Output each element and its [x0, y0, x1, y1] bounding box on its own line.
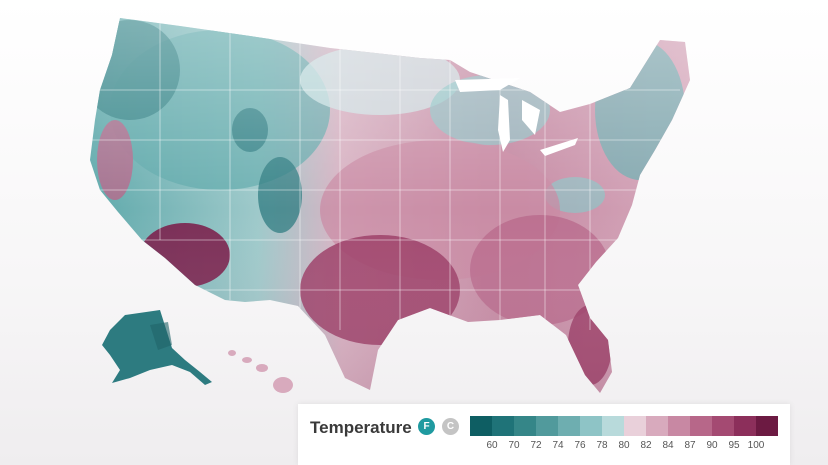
legend-swatch [646, 416, 668, 436]
legend-swatch [470, 416, 492, 436]
hawaii [228, 350, 293, 393]
legend-swatch [690, 416, 712, 436]
unit-fahrenheit-toggle[interactable]: F [418, 418, 435, 435]
legend-tick-label: 100 [747, 440, 765, 451]
legend-swatch [668, 416, 690, 436]
legend-tick-label: 76 [574, 440, 586, 451]
color-scale [470, 416, 778, 436]
legend-swatch [734, 416, 756, 436]
unit-celsius-toggle[interactable]: C [442, 418, 459, 435]
legend-swatch [536, 416, 558, 436]
lake-huron [522, 100, 540, 135]
legend-swatch [514, 416, 536, 436]
legend-tick-label: 82 [640, 440, 652, 451]
legend-swatch [558, 416, 580, 436]
lake-erie [540, 138, 578, 156]
legend-tick-label: 78 [596, 440, 608, 451]
legend-swatch [602, 416, 624, 436]
lake-superior [455, 78, 520, 92]
legend-swatch [756, 416, 778, 436]
legend-swatch [580, 416, 602, 436]
legend-tick-label: 90 [706, 440, 718, 451]
scale-ticks: 60 70 72 74 76 78 80 82 84 87 90 95 100 [470, 440, 828, 454]
legend-swatch [712, 416, 734, 436]
legend-tick-label: 87 [684, 440, 696, 451]
legend-title: Temperature [310, 418, 412, 437]
legend-swatch [492, 416, 514, 436]
alaska [102, 310, 212, 385]
lake-michigan [498, 95, 510, 152]
legend-tick-label: 60 [486, 440, 498, 451]
legend-tick-label: 70 [508, 440, 520, 451]
legend-tick-label: 80 [618, 440, 630, 451]
legend-tick-label: 95 [728, 440, 740, 451]
temperature-legend: Temperature F C 60 70 72 74 76 78 80 82 84 87 90 95… [298, 404, 790, 465]
legend-tick-label: 84 [662, 440, 674, 451]
legend-tick-label: 74 [552, 440, 564, 451]
legend-swatch [624, 416, 646, 436]
legend-tick-label: 72 [530, 440, 542, 451]
